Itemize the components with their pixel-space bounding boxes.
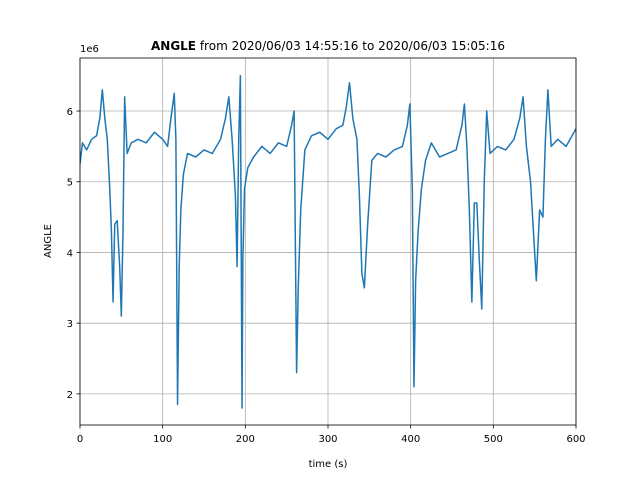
y-tick-label: 5: [67, 178, 73, 189]
x-tick-label: 0: [77, 434, 83, 445]
chart-title-bold: ANGLE: [151, 39, 196, 53]
x-tick-label: 500: [484, 434, 503, 445]
chart-title-group: ANGLE from 2020/06/03 14:55:16 to 2020/0…: [151, 39, 505, 53]
x-tick-label: 400: [401, 434, 420, 445]
x-axis-label: time (s): [309, 459, 348, 470]
y-axis-label: ANGLE: [43, 224, 54, 258]
x-tick-label: 100: [153, 434, 172, 445]
x-tick-label: 200: [236, 434, 255, 445]
y-tick-label: 6: [67, 107, 73, 118]
plot-frame: [79, 57, 577, 426]
chart-title: from 2020/06/03 14:55:16 to 2020/06/03 1…: [196, 39, 505, 53]
x-tick-label: 300: [318, 434, 337, 445]
y-tick-label: 4: [67, 248, 73, 259]
x-tick-label: 600: [566, 434, 585, 445]
y-tick-label: 3: [67, 319, 73, 330]
data-line: [80, 74, 576, 409]
y-tick-label: 2: [67, 390, 73, 401]
offset-label: 1e6: [80, 44, 99, 55]
